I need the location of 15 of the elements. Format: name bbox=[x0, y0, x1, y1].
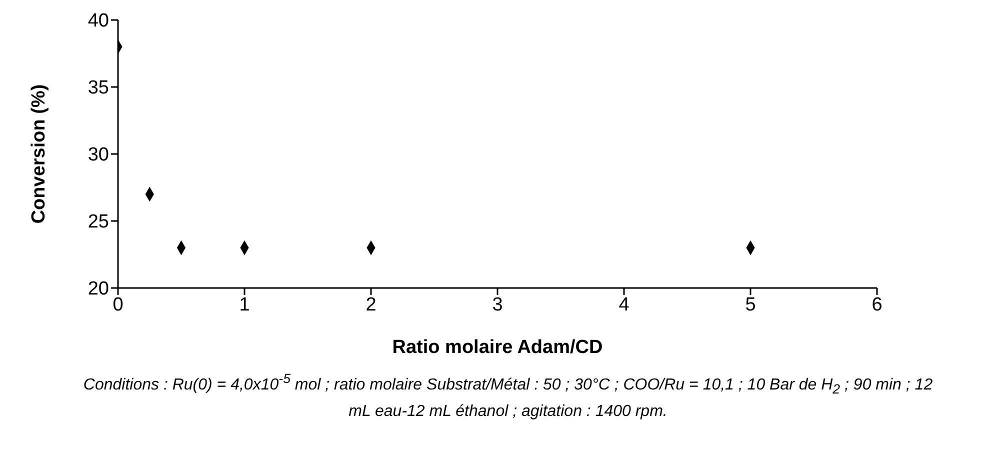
y-tick-label: 25 bbox=[88, 212, 109, 233]
y-tick-label: 20 bbox=[88, 278, 109, 300]
y-tick-label: 30 bbox=[88, 144, 109, 166]
x-tick-label: 1 bbox=[239, 294, 250, 316]
x-tick-label: 6 bbox=[872, 294, 882, 316]
y-tick-label: 40 bbox=[88, 10, 109, 32]
x-axis-title: Ratio molaire Adam/CD bbox=[392, 337, 603, 358]
x-tick-label: 0 bbox=[112, 294, 124, 316]
text: Conditions : Ru(0) = 4,0x10$^{-5}$ mol ; ratio molaire Substrat/Métal : 50 ; 30°C ; COO/Ru = 10,1 ; 10 Bar de H$_{2}$ ; 90 min ; 12 mL eau-12 mL éthanol ; agitation : 1400 rpm. bbox=[83, 371, 933, 420]
x-tick-label: 3 bbox=[492, 294, 503, 316]
x-tick-label: 2 bbox=[366, 294, 376, 316]
y-tick-label: 35 bbox=[88, 78, 109, 99]
x-tick-label: 4 bbox=[618, 294, 630, 316]
y-axis-title: Conversion (%) bbox=[28, 84, 50, 224]
x-tick-label: 5 bbox=[745, 294, 756, 316]
